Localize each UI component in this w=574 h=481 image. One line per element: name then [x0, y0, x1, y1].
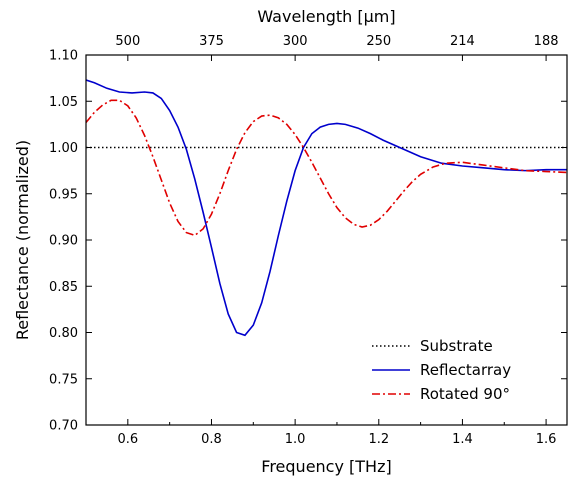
- y-tick-label: 0.75: [49, 372, 78, 387]
- x-tick-label: 0.6: [117, 432, 138, 447]
- top-tick-label: 375: [199, 34, 224, 49]
- x-tick-label: 1.2: [368, 432, 389, 447]
- legend: Substrate Reflectarray Rotated 90°: [372, 337, 511, 403]
- series-line-2: [86, 99, 567, 237]
- y-axis-label: Reflectance (normalized): [13, 140, 32, 340]
- x-tick-label: 1.6: [536, 432, 557, 447]
- y-tick-label: 1.00: [49, 141, 78, 156]
- x-tick-label: 1.0: [285, 432, 306, 447]
- legend-label-2: Rotated 90°: [420, 385, 510, 403]
- y-tick-label: 0.95: [49, 187, 78, 202]
- x-tick-label: 1.4: [452, 432, 473, 447]
- ticks-layer: 0.6 0.8 1.0 1.2 1.4 1.6 0.70 0.75 0.80 0.85 0.90 0.…: [49, 34, 567, 447]
- top-axis-label: Wavelength [µm]: [257, 7, 395, 26]
- y-tick-label: 0.85: [49, 280, 78, 295]
- y-tick-label: 0.70: [49, 419, 78, 434]
- top-tick-label: 214: [450, 34, 475, 49]
- series-layer: [86, 79, 567, 337]
- top-tick-label: 500: [115, 34, 140, 49]
- y-tick-label: 0.80: [49, 326, 78, 341]
- x-tick-label: 0.8: [201, 432, 222, 447]
- y-tick-label: 1.05: [49, 95, 78, 110]
- legend-label-0: Substrate: [420, 337, 493, 355]
- y-tick-label: 1.10: [49, 49, 78, 64]
- x-axis-label: Frequency [THz]: [261, 457, 391, 476]
- series-line-1: [86, 79, 567, 337]
- top-tick-label: 300: [283, 34, 308, 49]
- legend-label-1: Reflectarray: [420, 361, 511, 379]
- y-tick-label: 0.90: [49, 234, 78, 249]
- top-tick-label: 188: [534, 34, 559, 49]
- top-tick-label: 250: [366, 34, 391, 49]
